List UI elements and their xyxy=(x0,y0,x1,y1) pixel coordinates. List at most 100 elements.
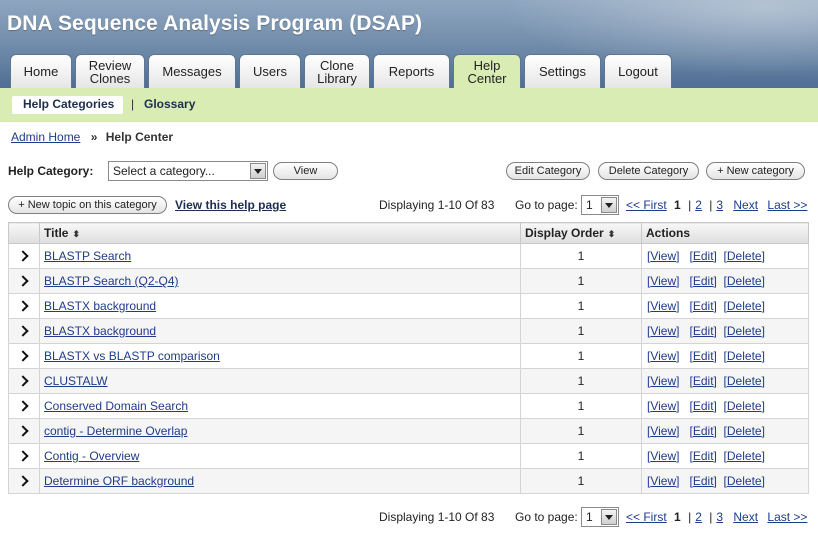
tab-settings[interactable]: Settings xyxy=(524,54,601,88)
view-action-link[interactable]: View xyxy=(650,324,677,338)
expand-row-button[interactable] xyxy=(8,443,40,469)
delete-action-link[interactable]: Delete xyxy=(726,449,762,463)
topic-title-link[interactable]: BLASTX background xyxy=(44,324,157,338)
last-page-link[interactable]: Last >> xyxy=(767,198,808,212)
expand-row-button[interactable] xyxy=(8,343,40,369)
bracket: [ xyxy=(723,249,727,263)
page-select[interactable]: 1 xyxy=(581,195,619,215)
delete-category-button[interactable]: Delete Category xyxy=(598,162,699,180)
topic-title-link[interactable]: BLASTX background xyxy=(44,299,157,313)
first-page-link[interactable]: << First xyxy=(626,510,667,524)
tab-home[interactable]: Home xyxy=(10,54,72,88)
tab-logout[interactable]: Logout xyxy=(604,54,672,88)
view-action-link[interactable]: View xyxy=(650,424,677,438)
page-2-link[interactable]: 2 xyxy=(695,198,702,212)
category-select[interactable]: Select a category... xyxy=(108,161,268,181)
chevron-down-icon[interactable] xyxy=(250,163,266,179)
view-action-link[interactable]: View xyxy=(650,374,677,388)
chevron-down-icon[interactable] xyxy=(601,197,617,213)
expand-row-button[interactable] xyxy=(8,368,40,394)
chevron-down-icon[interactable] xyxy=(601,509,617,525)
edit-action-link[interactable]: Edit xyxy=(692,249,714,263)
expand-row-button[interactable] xyxy=(8,268,40,294)
edit-action-link[interactable]: Edit xyxy=(692,374,714,388)
delete-action-link[interactable]: Delete xyxy=(726,349,762,363)
tab-clone-library[interactable]: Clone Library xyxy=(304,54,370,88)
delete-action-link[interactable]: Delete xyxy=(726,399,762,413)
view-action-link[interactable]: View xyxy=(650,349,677,363)
tab-messages[interactable]: Messages xyxy=(148,54,236,88)
edit-action-link[interactable]: Edit xyxy=(692,424,714,438)
topic-title-link[interactable]: BLASTX vs BLASTP comparison xyxy=(44,349,220,363)
tab-label: Reports xyxy=(388,64,435,79)
edit-category-button[interactable]: Edit Category xyxy=(506,162,590,180)
tab-review-clones[interactable]: Review Clones xyxy=(75,54,145,88)
view-help-page-link[interactable]: View this help page xyxy=(175,198,287,212)
bracket: ] xyxy=(676,399,680,413)
chevron-right-icon xyxy=(16,325,29,337)
view-action-link[interactable]: View xyxy=(650,399,677,413)
topic-title-link[interactable]: contig - Determine Overlap xyxy=(44,424,188,438)
view-action-link[interactable]: View xyxy=(650,299,677,313)
edit-action-link[interactable]: Edit xyxy=(692,449,714,463)
delete-action-link[interactable]: Delete xyxy=(726,424,762,438)
title-cell: Determine ORF background xyxy=(39,468,521,494)
expand-row-button[interactable] xyxy=(8,468,40,494)
delete-action-link[interactable]: Delete xyxy=(726,274,762,288)
page-select[interactable]: 1 xyxy=(581,507,619,527)
expand-row-button[interactable] xyxy=(8,243,40,269)
topic-title-link[interactable]: BLASTP Search xyxy=(44,249,132,263)
display-order-column-header[interactable]: Display Order ⬍ xyxy=(520,222,642,244)
first-page-link[interactable]: << First xyxy=(626,198,667,212)
new-topic-button[interactable]: + New topic on this category xyxy=(8,196,167,214)
topic-title-link[interactable]: CLUSTALW xyxy=(44,374,108,388)
chevron-right-icon xyxy=(16,450,29,462)
bracket: ] xyxy=(761,274,765,288)
edit-action-link[interactable]: Edit xyxy=(692,399,714,413)
title-column-header[interactable]: Title ⬍ xyxy=(39,222,521,244)
next-page-link[interactable]: Next xyxy=(733,510,759,524)
edit-action-link[interactable]: Edit xyxy=(692,274,714,288)
page-3-link[interactable]: 3 xyxy=(716,510,724,524)
expand-row-button[interactable] xyxy=(8,293,40,319)
view-action-link[interactable]: View xyxy=(650,274,677,288)
tab-reports[interactable]: Reports xyxy=(373,54,450,88)
table-row: BLASTP Search (Q2-Q4) 1 [View] [Edit] [Del… xyxy=(8,268,809,294)
subnav-glossary[interactable]: Glossary xyxy=(144,97,196,111)
expand-row-button[interactable] xyxy=(8,318,40,344)
bracket: ] xyxy=(761,299,765,313)
delete-action-link[interactable]: Delete xyxy=(726,374,762,388)
view-action-link[interactable]: View xyxy=(650,249,677,263)
delete-action-link[interactable]: Delete xyxy=(726,299,762,313)
sort-icon[interactable]: ⬍ xyxy=(607,229,616,239)
new-category-button[interactable]: + New category xyxy=(706,162,805,180)
bracket: ] xyxy=(676,474,680,488)
delete-action-link[interactable]: Delete xyxy=(726,474,762,488)
edit-action-link[interactable]: Edit xyxy=(692,474,714,488)
edit-action-link[interactable]: Edit xyxy=(692,299,714,313)
view-action-link[interactable]: View xyxy=(650,449,677,463)
topic-title-link[interactable]: Conserved Domain Search xyxy=(44,399,189,413)
page-3-link[interactable]: 3 xyxy=(716,198,724,212)
delete-action-link[interactable]: Delete xyxy=(726,249,762,263)
breadcrumb-admin-home[interactable]: Admin Home xyxy=(11,130,81,144)
delete-action-link[interactable]: Delete xyxy=(726,324,762,338)
actions-cell: [View] [Edit] [Delete] xyxy=(641,418,809,444)
topic-title-link[interactable]: Determine ORF background xyxy=(44,474,195,488)
tab-users[interactable]: Users xyxy=(239,54,301,88)
edit-action-link[interactable]: Edit xyxy=(692,324,714,338)
view-action-link[interactable]: View xyxy=(650,474,677,488)
topic-title-link[interactable]: Contig - Overview xyxy=(44,449,140,463)
view-category-button[interactable]: View xyxy=(273,162,338,180)
sort-icon[interactable]: ⬍ xyxy=(72,229,80,239)
edit-action-link[interactable]: Edit xyxy=(692,349,714,363)
expand-row-button[interactable] xyxy=(8,418,40,444)
chevron-right-icon xyxy=(16,300,29,312)
topic-title-link[interactable]: BLASTP Search (Q2-Q4) xyxy=(44,274,179,288)
next-page-link[interactable]: Next xyxy=(733,198,759,212)
expand-row-button[interactable] xyxy=(8,393,40,419)
last-page-link[interactable]: Last >> xyxy=(767,510,808,524)
page-2-link[interactable]: 2 xyxy=(695,510,702,524)
tab-help-center[interactable]: Help Center xyxy=(453,54,521,89)
subnav-help-categories[interactable]: Help Categories xyxy=(23,97,115,111)
